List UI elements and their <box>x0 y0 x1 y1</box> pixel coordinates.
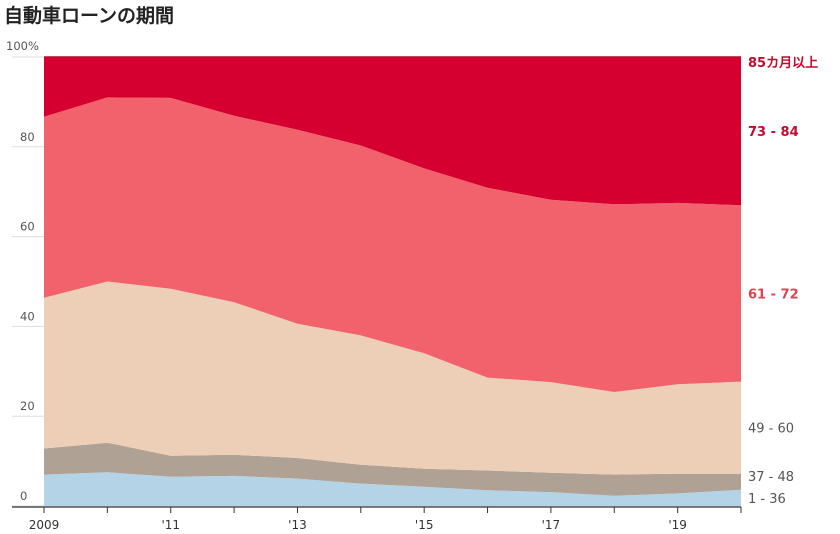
series-label: 49 - 60 <box>748 422 794 437</box>
x-tick-label: 2009 <box>29 518 60 532</box>
area-series <box>44 56 741 506</box>
x-axis: 2009 '11 '13 '15 '17 '19 <box>12 506 742 532</box>
series-label: 73 - 84 <box>748 125 799 140</box>
y-tick-label: 60 <box>20 220 35 234</box>
x-tick-label: '15 <box>415 518 434 532</box>
x-tick-label: '11 <box>161 518 180 532</box>
y-tick-label: 100% <box>6 39 39 53</box>
series-labels: 1 - 36 37 - 48 49 - 60 61 - 72 73 - 84 85カ月以上 <box>748 56 818 507</box>
y-tick-label: 80 <box>20 130 35 144</box>
y-tick-label: 0 <box>20 489 27 503</box>
y-tick-label: 20 <box>20 399 35 413</box>
area-series-1 <box>44 472 741 506</box>
series-label: 37 - 48 <box>748 470 794 485</box>
area-series-2 <box>44 442 741 496</box>
area-series-4 <box>44 97 741 393</box>
chart-title: 自動車ローンの期間 <box>4 4 174 27</box>
area-series-5 <box>44 57 741 206</box>
x-tick-label: '17 <box>542 518 561 532</box>
y-tick-label: 40 <box>20 309 35 323</box>
series-label: 1 - 36 <box>748 492 786 507</box>
y-tick-labels: 0 20 40 60 80 100% <box>6 39 39 503</box>
series-label: 61 - 72 <box>748 287 799 302</box>
series-label: 85カ月以上 <box>748 56 818 71</box>
x-tick-label: '19 <box>668 518 687 532</box>
x-tick-label: '13 <box>288 518 307 532</box>
area-series-3 <box>44 281 741 475</box>
